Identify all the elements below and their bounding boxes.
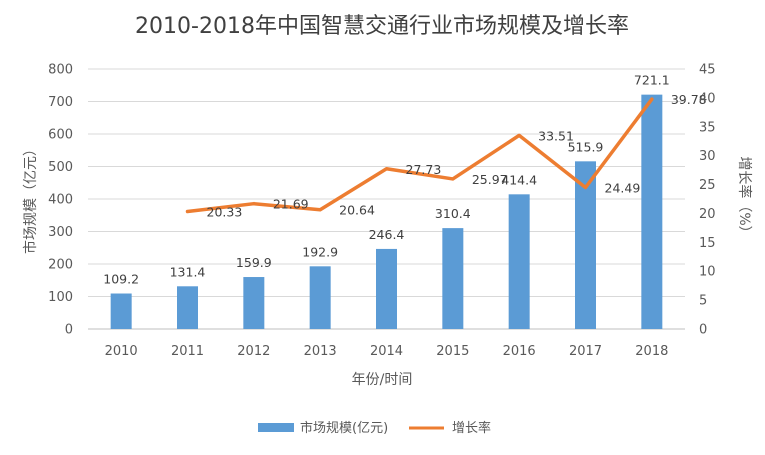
bar: [177, 286, 198, 329]
line-data-label: 27.73: [406, 162, 442, 177]
y2-tick-label: 20: [699, 207, 716, 222]
x-tick-label: 2018: [635, 344, 668, 359]
bar: [376, 248, 397, 329]
bar-data-label: 310.4: [435, 206, 471, 221]
bar-data-label: 109.2: [103, 272, 139, 287]
x-axis-ticks: 2010 2011 2012 2013 2014 2015 2016 2017 2018: [105, 344, 669, 359]
bar-series: [110, 94, 663, 329]
x-tick-label: 2016: [503, 344, 536, 359]
y-tick-label: 300: [48, 225, 73, 240]
growth-rate-line: [185, 97, 654, 214]
y2-tick-label: 10: [699, 265, 716, 280]
line-data-label: 39.78: [671, 92, 707, 107]
y-tick-label: 500: [48, 160, 73, 175]
line-series: [185, 97, 654, 214]
bar-data-label: 414.4: [501, 172, 537, 187]
legend: 市场规模(亿元) 增长率: [258, 420, 491, 436]
x-tick-label: 2015: [436, 344, 469, 359]
y-tick-label: 200: [48, 258, 73, 273]
bar-data-label: 515.9: [568, 139, 604, 154]
y-tick-label: 800: [48, 63, 73, 78]
bar-data-label: 192.9: [302, 244, 338, 259]
y-tick-label: 700: [48, 95, 73, 110]
x-tick-label: 2011: [171, 344, 204, 359]
bar: [575, 161, 596, 329]
bar-data-label: 159.9: [236, 255, 272, 270]
legend-label-bar: 市场规模(亿元): [300, 420, 388, 436]
y-tick-label: 0: [65, 323, 73, 338]
legend-swatch-bar: [258, 423, 294, 432]
x-tick-label: 2014: [370, 344, 403, 359]
y2-axis-title: 增长率（%）: [736, 156, 753, 239]
y2-tick-label: 45: [699, 63, 716, 78]
y2-tick-label: 40: [699, 91, 716, 106]
bar-data-label: 721.1: [634, 73, 670, 88]
bar: [309, 266, 331, 329]
y2-tick-label: 15: [699, 236, 716, 251]
bar: [641, 94, 663, 329]
line-data-label: 25.97: [472, 172, 508, 187]
y-tick-label: 100: [48, 290, 73, 305]
y-axis-title: 市场规模（亿元）: [22, 142, 39, 254]
line-data-label: 20.64: [339, 203, 375, 218]
x-tick-label: 2017: [569, 344, 602, 359]
y2-axis-ticks: 0 5 10 15 20 25 30 35 40 45: [699, 63, 716, 338]
y-tick-label: 600: [48, 128, 73, 143]
x-tick-label: 2010: [105, 344, 138, 359]
chart-title: 2010-2018年中国智慧交通行业市场规模及增长率: [135, 14, 629, 39]
line-data-label: 33.51: [538, 128, 574, 143]
bar: [243, 277, 265, 329]
y2-tick-label: 35: [699, 120, 716, 135]
x-tick-label: 2013: [304, 344, 337, 359]
bar-data-label: 246.4: [369, 227, 405, 242]
legend-label-line: 增长率: [452, 420, 491, 436]
y2-tick-label: 5: [699, 294, 707, 309]
x-axis-title: 年份/时间: [352, 372, 413, 388]
x-tick-label: 2012: [237, 344, 270, 359]
bar: [508, 194, 530, 329]
line-data-label: 21.69: [273, 197, 309, 212]
bar-data-label: 131.4: [170, 264, 206, 279]
line-data-label: 20.33: [207, 205, 243, 220]
y2-tick-label: 30: [699, 149, 716, 164]
y-tick-label: 400: [48, 193, 73, 208]
line-data-label: 24.49: [605, 181, 641, 196]
bar: [110, 293, 132, 329]
data-labels: 109.2 131.4 159.9 192.9 246.4 310.4 414.4 515.9…: [103, 73, 706, 287]
y2-tick-label: 0: [699, 323, 707, 338]
y2-tick-label: 25: [699, 178, 716, 193]
bar: [442, 228, 464, 329]
y-axis-ticks: 0 100 200 300 400 500 600 700 800: [48, 63, 73, 338]
